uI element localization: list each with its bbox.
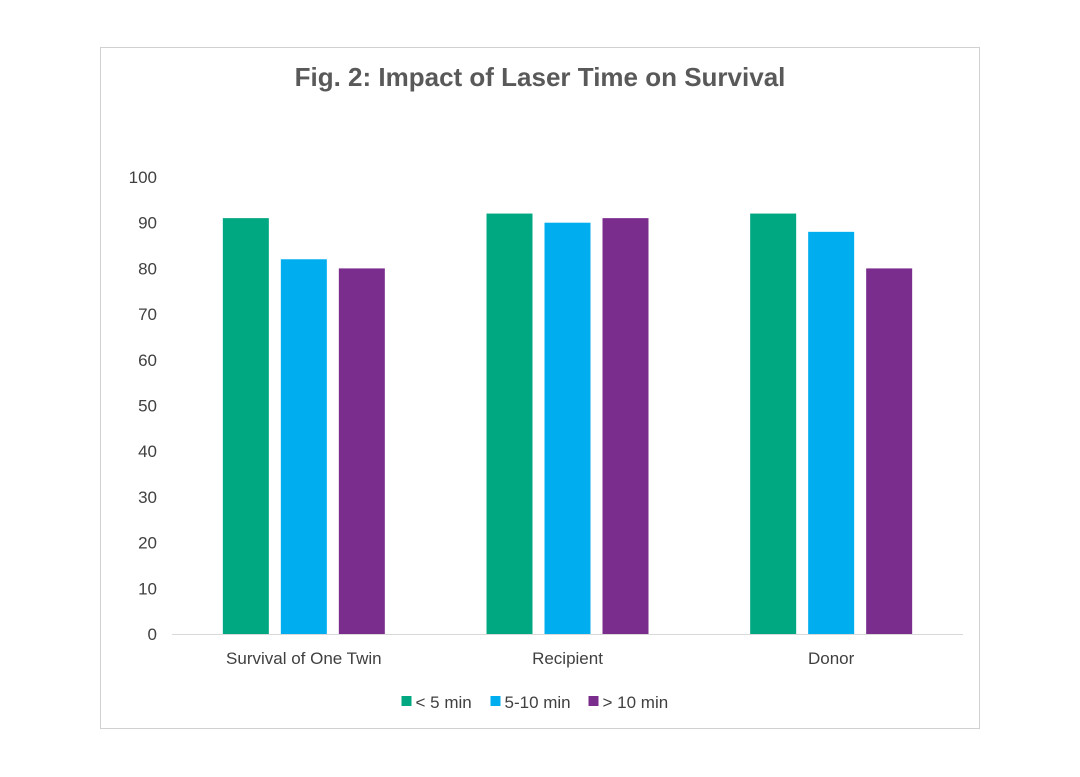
y-tick-label: 30 <box>138 488 157 507</box>
y-tick-label: 0 <box>148 625 157 644</box>
category-label: Donor <box>808 649 855 668</box>
y-tick-label: 20 <box>138 534 157 553</box>
bar-2-1 <box>808 231 855 634</box>
bar-0-2 <box>338 268 385 634</box>
bar-0-0 <box>222 218 269 634</box>
bar-1-0 <box>486 213 533 634</box>
y-tick-label: 10 <box>138 579 157 598</box>
chart-title: Fig. 2: Impact of Laser Time on Survival <box>294 62 786 92</box>
legend-label: 5-10 min <box>505 693 571 712</box>
bar-2-2 <box>866 268 913 634</box>
y-tick-label: 40 <box>138 442 157 461</box>
x-axis-categories: Survival of One Twin Recipient Donor <box>226 649 855 668</box>
bar-1-2 <box>602 218 649 634</box>
y-tick-label: 70 <box>138 305 157 324</box>
bar-2-0 <box>750 213 797 634</box>
bar-0-1 <box>280 259 327 634</box>
legend-label: < 5 min <box>416 693 472 712</box>
category-label: Survival of One Twin <box>226 649 382 668</box>
legend: < 5 min 5-10 min > 10 min <box>401 693 669 712</box>
legend-label: > 10 min <box>603 693 669 712</box>
legend-swatch <box>588 696 599 706</box>
legend-swatch <box>401 696 412 706</box>
y-tick-label: 60 <box>138 351 157 370</box>
y-tick-label: 90 <box>138 214 157 233</box>
y-tick-label: 100 <box>129 168 157 187</box>
bar-group <box>222 213 913 634</box>
y-axis-ticks: 0 10 20 30 40 50 60 70 80 90 100 <box>129 168 157 644</box>
category-label: Recipient <box>532 649 603 668</box>
y-tick-label: 80 <box>138 259 157 278</box>
bar-1-1 <box>544 222 591 634</box>
y-tick-label: 50 <box>138 397 157 416</box>
legend-swatch <box>490 696 501 706</box>
